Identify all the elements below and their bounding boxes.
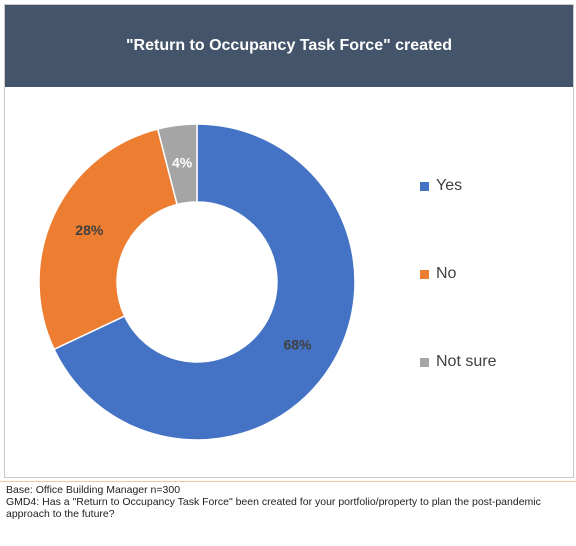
legend-item-no: No	[420, 264, 496, 284]
chart-footer: Base: Office Building Manager n=300 GMD4…	[6, 484, 566, 520]
slice-no	[38, 128, 179, 351]
slice-not-sure	[156, 123, 198, 206]
chart-legend: Yes No Not sure	[420, 176, 496, 440]
legend-item-yes: Yes	[420, 176, 496, 196]
legend-swatch-not-sure	[420, 357, 429, 367]
legend-item-not-sure: Not sure	[420, 352, 496, 372]
footer-question-note: GMD4: Has a "Return to Occupancy Task Fo…	[6, 496, 541, 520]
footer-base-note: Base: Office Building Manager n=300	[6, 484, 181, 496]
legend-label-yes: Yes	[436, 177, 463, 194]
legend-label-no: No	[436, 265, 457, 282]
slice-yes	[53, 123, 356, 441]
donut-chart: 68% 28% 4%	[38, 123, 356, 441]
legend-swatch-yes	[420, 181, 429, 191]
footer-divider	[0, 481, 576, 482]
slice-label-yes: 68%	[283, 336, 312, 352]
slice-label-not-sure: 4%	[172, 155, 193, 171]
slice-label-no: 28%	[75, 222, 104, 238]
chart-title-bar: "Return to Occupancy Task Force" created	[5, 5, 573, 87]
legend-label-not-sure: Not sure	[436, 353, 497, 370]
chart-title: "Return to Occupancy Task Force" created	[125, 37, 453, 54]
legend-swatch-no	[420, 269, 429, 279]
